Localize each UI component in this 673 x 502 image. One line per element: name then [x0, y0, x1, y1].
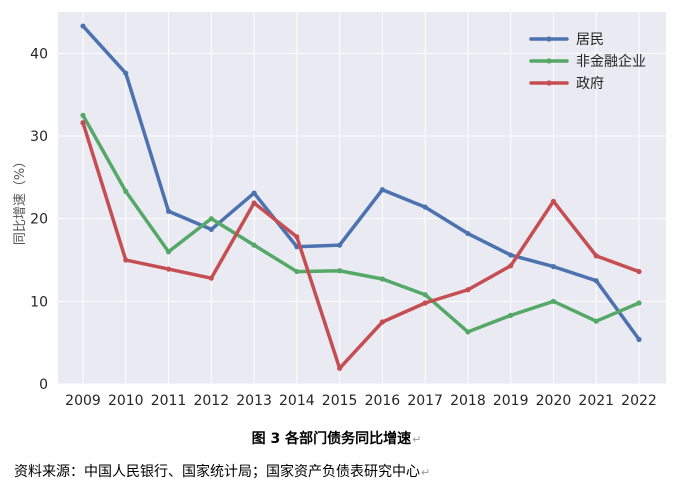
source-note: 资料来源：中国人民银行、国家统计局；国家资产负债表研究中心↵ [14, 461, 430, 481]
series-line [81, 113, 641, 334]
data-point [508, 263, 514, 269]
data-point [636, 300, 642, 306]
data-point [80, 23, 86, 29]
x-tick-label: 2018 [450, 393, 486, 409]
data-point [251, 190, 257, 196]
data-point [465, 287, 471, 293]
data-point [123, 257, 129, 263]
x-tick-label: 2020 [536, 393, 572, 409]
data-point [636, 336, 642, 342]
data-point [337, 365, 343, 371]
legend-marker [546, 58, 552, 64]
paragraph-mark: ↵ [421, 466, 431, 479]
y-tick-label: 0 [39, 377, 48, 393]
legend-item: 非金融企业 [529, 53, 646, 70]
data-point [80, 120, 86, 126]
data-point [465, 230, 471, 237]
x-tick-label: 2021 [578, 393, 614, 409]
data-point [165, 266, 172, 272]
data-point [550, 198, 557, 204]
data-point [208, 216, 214, 222]
data-point [550, 298, 557, 304]
x-tick-label: 2009 [65, 393, 101, 409]
legend-item: 政府 [529, 76, 604, 92]
x-tick-label: 2013 [236, 393, 272, 409]
data-point [165, 208, 172, 214]
x-tick-label: 2017 [407, 393, 443, 409]
data-point [208, 275, 214, 281]
data-point [593, 278, 599, 284]
y-tick-label: 10 [30, 294, 48, 310]
legend-label: 居民 [576, 32, 604, 48]
legend-marker [546, 80, 552, 86]
figure-caption: 图 3 各部门债务同比增速↵ [0, 428, 673, 448]
y-axis-ticks: 0 10 20 30 40 [30, 46, 48, 393]
data-point [422, 204, 428, 210]
plot-background [58, 12, 666, 384]
x-tick-label: 2022 [621, 393, 657, 409]
data-point [422, 300, 428, 306]
y-tick-label: 20 [30, 212, 48, 228]
data-point [337, 242, 343, 248]
legend-label: 非金融企业 [576, 53, 646, 70]
x-tick-label: 2011 [151, 393, 187, 409]
data-point [379, 319, 385, 325]
data-point [508, 312, 514, 318]
y-axis-label: 同比增速（%） [13, 155, 28, 245]
x-tick-label: 2014 [279, 393, 315, 409]
y-tick-label: 30 [30, 129, 48, 145]
source-text: 资料来源：中国人民银行、国家统计局；国家资产负债表研究中心 [14, 464, 420, 480]
data-point [337, 268, 343, 274]
data-point [123, 70, 129, 76]
data-point [208, 226, 214, 233]
data-point [379, 276, 385, 282]
x-tick-label: 2019 [493, 393, 529, 409]
data-point [123, 188, 129, 194]
data-point [251, 242, 257, 248]
x-tick-label: 2010 [108, 393, 144, 409]
paragraph-mark: ↵ [412, 433, 422, 446]
series-line [81, 121, 641, 371]
y-tick-label: 40 [30, 46, 48, 62]
x-tick-label: 2015 [322, 393, 358, 409]
series-lines [80, 23, 642, 371]
series-line [81, 24, 641, 342]
data-point [251, 200, 257, 206]
legend-marker [546, 36, 552, 42]
x-tick-label: 2012 [193, 393, 229, 409]
series-1 [80, 23, 642, 342]
x-tick-label: 2016 [365, 393, 401, 409]
legend-item: 居民 [529, 32, 604, 48]
data-point [636, 268, 642, 275]
data-point [593, 253, 599, 259]
data-point [294, 268, 300, 275]
data-point [165, 249, 172, 255]
data-point [465, 329, 471, 335]
x-axis-ticks: 2009 2010 2011 2012 2013 2014 2015 2016 2017 2018… [65, 393, 657, 409]
legend-label: 政府 [576, 76, 604, 92]
data-point [294, 234, 300, 240]
data-point [550, 264, 557, 270]
caption-text: 图 3 各部门债务同比增速 [251, 431, 412, 447]
data-point [508, 252, 514, 258]
data-point [593, 318, 599, 324]
data-point [379, 187, 385, 193]
data-point [80, 112, 86, 118]
data-point [422, 292, 428, 298]
series-2 [80, 112, 642, 335]
series-3 [80, 120, 642, 371]
